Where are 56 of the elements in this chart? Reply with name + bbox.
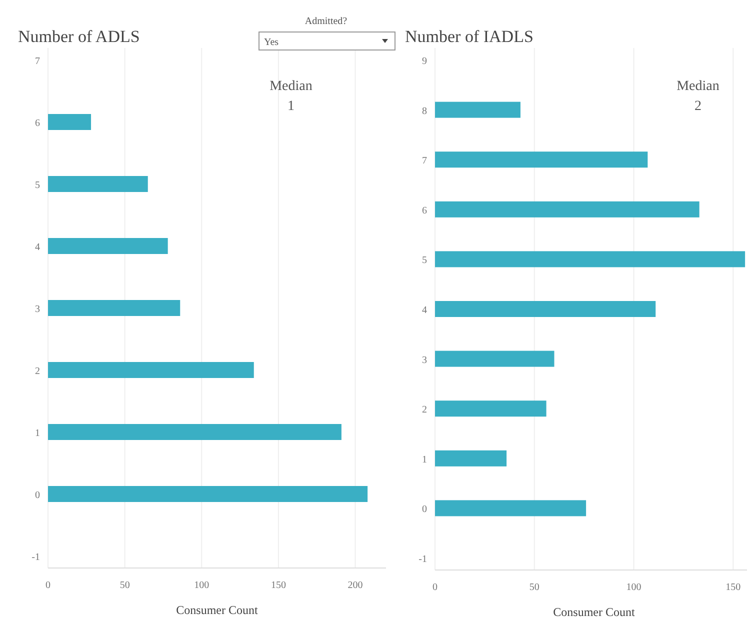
bar [48,238,168,254]
y-tick-label: 6 [422,205,427,216]
y-tick-label: 4 [422,305,427,316]
chart-title: Number of IADLS [405,27,534,46]
bar [48,176,148,192]
y-tick-label: 0 [422,504,427,516]
bar [435,251,746,268]
x-tick-label: 100 [194,580,210,591]
x-tick-label: 100 [626,582,642,593]
y-tick-label: 1 [422,454,427,466]
chart-title: Number of ADLS [18,27,140,46]
y-tick-label: 7 [422,156,427,167]
annotation: 1 [288,99,294,114]
y-tick-label: 3 [35,304,40,315]
y-tick-label: 5 [35,180,40,191]
bar [48,424,342,440]
y-tick-label: 7 [35,56,40,67]
x-tick-label: 50 [529,582,540,593]
annotation: Yes [264,37,279,48]
dropdown-field: Yes [258,32,396,50]
annotation: Median [270,79,312,94]
y-tick-label: 8 [422,106,427,117]
x-tick-label: 200 [348,580,363,591]
annotation: 2 [694,99,702,114]
bar [435,400,546,417]
bar [435,201,700,218]
bar [48,300,180,316]
x-tick-label: 50 [120,580,130,591]
bar [435,500,586,516]
y-tick-label: 4 [35,242,40,253]
x-tick-label: 150 [726,582,741,593]
bar [435,301,656,317]
y-tick-label: -1 [418,554,427,565]
bar [48,486,368,502]
y-tick-label: 9 [422,56,427,67]
text: Admitted? [304,16,348,27]
bar [435,350,554,367]
y-tick-label: 3 [422,354,427,366]
x-axis-title: Consumer Count [176,603,258,617]
bar [435,450,507,466]
x-axis-title: Consumer Count [553,605,636,619]
bar [48,114,92,130]
y-tick-label: 2 [35,366,40,377]
y-tick-label: 2 [422,404,427,416]
bar [435,152,648,168]
bar [435,102,520,118]
x-tick-label: 0 [432,582,438,593]
y-tick-label: -1 [32,552,40,563]
x-tick-label: 150 [270,580,286,591]
y-tick-label: 0 [35,490,40,501]
y-tick-label: 6 [35,118,40,129]
y-tick-label: 5 [422,255,427,266]
bar [48,362,254,378]
y-tick-label: 1 [35,428,40,439]
x-tick-label: 0 [46,580,50,591]
annotation: Median [676,79,720,94]
